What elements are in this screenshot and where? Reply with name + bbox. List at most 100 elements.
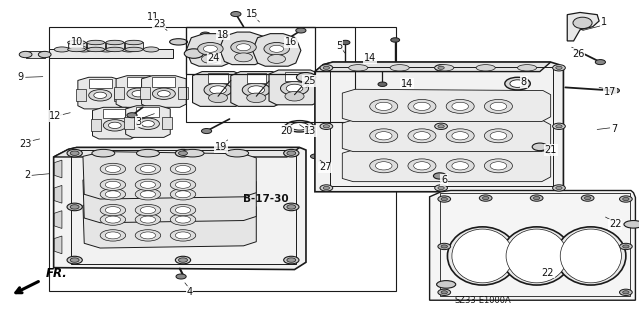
Ellipse shape: [121, 47, 136, 52]
Ellipse shape: [323, 125, 330, 128]
Text: 20: 20: [281, 126, 293, 136]
Ellipse shape: [170, 204, 196, 216]
Polygon shape: [26, 51, 45, 58]
Ellipse shape: [296, 72, 316, 82]
Ellipse shape: [202, 129, 212, 134]
Ellipse shape: [268, 55, 285, 63]
Ellipse shape: [624, 220, 640, 228]
Ellipse shape: [100, 189, 125, 200]
Ellipse shape: [269, 45, 284, 52]
Text: 27: 27: [319, 162, 332, 172]
Ellipse shape: [106, 47, 124, 52]
Ellipse shape: [438, 125, 444, 128]
Ellipse shape: [243, 83, 270, 97]
Ellipse shape: [248, 86, 264, 94]
Ellipse shape: [286, 84, 303, 93]
Ellipse shape: [378, 82, 387, 86]
Polygon shape: [124, 117, 134, 130]
Ellipse shape: [175, 256, 191, 264]
Ellipse shape: [87, 47, 104, 52]
Bar: [72, 150, 296, 264]
Ellipse shape: [408, 159, 436, 173]
Ellipse shape: [175, 149, 191, 157]
Ellipse shape: [560, 229, 621, 283]
Text: 23: 23: [19, 139, 32, 149]
Ellipse shape: [202, 55, 220, 63]
Ellipse shape: [127, 113, 137, 118]
Text: 22: 22: [609, 219, 621, 229]
Ellipse shape: [135, 189, 161, 200]
Ellipse shape: [441, 197, 447, 201]
Ellipse shape: [435, 185, 447, 191]
Polygon shape: [342, 119, 550, 152]
Ellipse shape: [413, 162, 430, 170]
Ellipse shape: [184, 49, 204, 58]
Polygon shape: [152, 77, 175, 87]
Ellipse shape: [490, 132, 507, 140]
Ellipse shape: [446, 129, 474, 143]
Ellipse shape: [484, 100, 513, 113]
Ellipse shape: [623, 197, 629, 201]
Ellipse shape: [280, 81, 308, 95]
Ellipse shape: [170, 189, 196, 200]
Polygon shape: [83, 175, 256, 223]
Ellipse shape: [556, 125, 562, 128]
Polygon shape: [152, 87, 163, 100]
Bar: [440, 193, 630, 296]
Ellipse shape: [198, 42, 223, 55]
Text: 14: 14: [401, 78, 413, 89]
Ellipse shape: [623, 245, 629, 248]
Text: 15: 15: [246, 9, 258, 19]
Polygon shape: [252, 33, 301, 66]
Text: 24: 24: [207, 53, 220, 63]
Ellipse shape: [609, 88, 620, 93]
Ellipse shape: [490, 102, 507, 110]
Ellipse shape: [175, 166, 191, 173]
Polygon shape: [315, 62, 550, 71]
Ellipse shape: [226, 149, 248, 157]
Polygon shape: [136, 107, 159, 117]
Polygon shape: [49, 49, 173, 58]
Ellipse shape: [370, 159, 397, 173]
Ellipse shape: [349, 65, 368, 71]
Polygon shape: [178, 87, 188, 100]
Polygon shape: [83, 201, 256, 248]
Polygon shape: [54, 211, 62, 228]
Ellipse shape: [390, 65, 409, 71]
Ellipse shape: [141, 121, 154, 127]
Ellipse shape: [556, 66, 562, 69]
Bar: [330, 67, 552, 186]
Ellipse shape: [552, 123, 565, 130]
Ellipse shape: [483, 197, 489, 200]
Ellipse shape: [573, 17, 592, 29]
Bar: [186, 27, 315, 74]
Ellipse shape: [296, 28, 306, 33]
Ellipse shape: [105, 216, 120, 223]
Ellipse shape: [38, 51, 51, 58]
Polygon shape: [54, 236, 62, 254]
Polygon shape: [54, 185, 62, 203]
Ellipse shape: [620, 196, 632, 202]
Ellipse shape: [438, 186, 444, 189]
Ellipse shape: [108, 122, 121, 129]
Ellipse shape: [204, 83, 232, 97]
Polygon shape: [209, 73, 228, 83]
Ellipse shape: [68, 47, 86, 52]
Ellipse shape: [285, 121, 314, 132]
Text: 9: 9: [17, 72, 24, 82]
Polygon shape: [220, 32, 268, 65]
Ellipse shape: [231, 41, 256, 54]
Ellipse shape: [441, 291, 447, 294]
Polygon shape: [87, 42, 104, 49]
Ellipse shape: [246, 93, 266, 103]
Polygon shape: [342, 149, 550, 182]
Ellipse shape: [170, 39, 188, 45]
Ellipse shape: [125, 40, 143, 45]
Ellipse shape: [284, 256, 299, 264]
Polygon shape: [76, 89, 86, 101]
Ellipse shape: [287, 258, 296, 262]
Ellipse shape: [179, 258, 188, 262]
Text: 19: 19: [215, 142, 227, 152]
Ellipse shape: [413, 132, 430, 140]
Ellipse shape: [105, 166, 120, 173]
